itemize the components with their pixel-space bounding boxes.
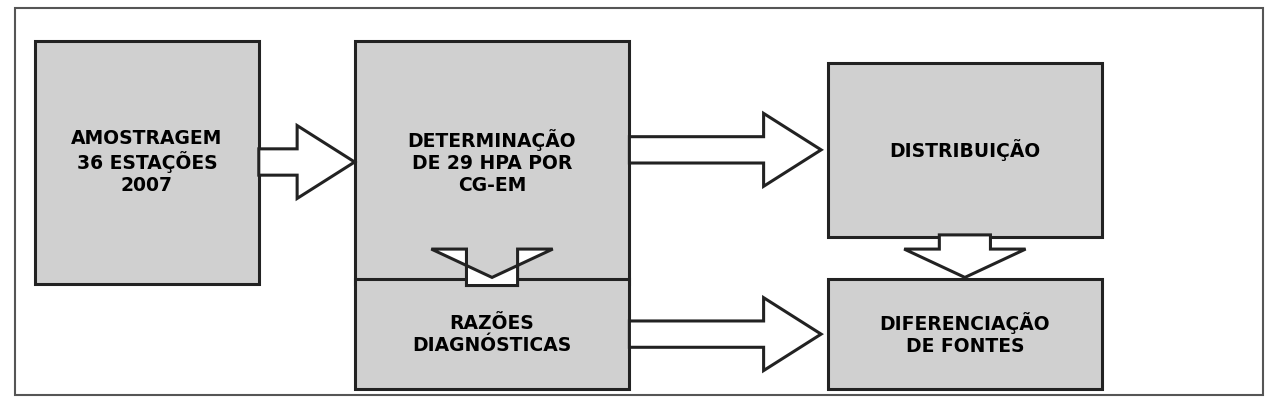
Text: DISTRIBUIÇÃO: DISTRIBUIÇÃO: [889, 139, 1040, 161]
Text: AMOSTRAGEM
36 ESTAÇÕES
2007: AMOSTRAGEM 36 ESTAÇÕES 2007: [72, 129, 222, 195]
FancyBboxPatch shape: [36, 40, 258, 284]
FancyBboxPatch shape: [828, 279, 1102, 389]
Text: DETERMINAÇÃO
DE 29 HPA POR
CG-EM: DETERMINAÇÃO DE 29 HPA POR CG-EM: [408, 129, 576, 195]
Polygon shape: [432, 249, 552, 286]
Polygon shape: [629, 298, 820, 371]
FancyBboxPatch shape: [355, 40, 630, 284]
FancyBboxPatch shape: [355, 279, 630, 389]
Polygon shape: [629, 113, 820, 186]
Text: DIFERENCIAÇÃO
DE FONTES: DIFERENCIAÇÃO DE FONTES: [879, 312, 1051, 356]
Text: RAZÕES
DIAGNÓSTICAS: RAZÕES DIAGNÓSTICAS: [413, 313, 571, 355]
Polygon shape: [258, 126, 355, 198]
FancyBboxPatch shape: [828, 63, 1102, 237]
Polygon shape: [905, 235, 1025, 277]
